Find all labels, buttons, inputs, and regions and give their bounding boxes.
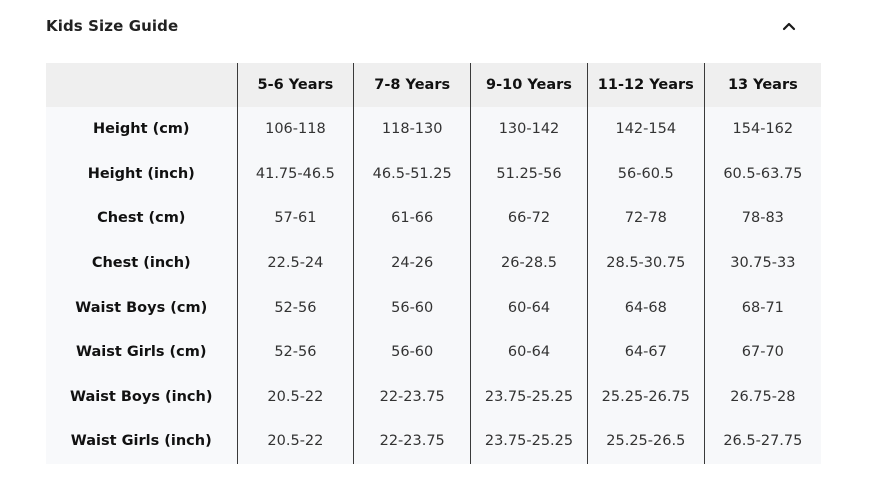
table-cell: 46.5-51.25 [353, 151, 471, 197]
table-corner-cell [46, 63, 237, 107]
table-cell: 20.5-22 [236, 374, 354, 420]
table-row: Waist Boys (inch) 20.5-22 22-23.75 23.75… [46, 374, 821, 420]
row-label: Waist Girls (cm) [46, 329, 237, 375]
row-label: Chest (cm) [46, 196, 237, 241]
row-label: Waist Boys (inch) [46, 374, 237, 420]
table-cell: 154-162 [703, 107, 821, 152]
table-cell: 30.75-33 [703, 240, 821, 286]
table-row: Waist Boys (cm) 52-56 56-60 60-64 64-68 … [46, 285, 821, 330]
table-cell: 22-23.75 [353, 419, 471, 464]
table-cell: 22-23.75 [353, 374, 471, 420]
table-cell: 66-72 [470, 196, 588, 241]
column-header: 11-12 Years [586, 63, 705, 107]
table-cell: 118-130 [353, 107, 471, 152]
table-cell: 52-56 [236, 329, 354, 375]
table-cell: 26-28.5 [470, 240, 588, 286]
table-cell: 56-60 [353, 285, 471, 330]
size-guide-header[interactable]: Kids Size Guide [46, 14, 806, 40]
table-cell: 26.5-27.75 [703, 419, 821, 464]
table-cell: 56-60 [353, 329, 471, 375]
table-cell: 28.5-30.75 [586, 240, 705, 286]
table-cell: 25.25-26.5 [586, 419, 705, 464]
table-cell: 72-78 [586, 196, 705, 241]
table-cell: 60.5-63.75 [703, 151, 821, 197]
table-cell: 57-61 [236, 196, 354, 241]
table-cell: 60-64 [470, 285, 588, 330]
row-label: Height (cm) [46, 107, 237, 152]
row-label: Waist Boys (cm) [46, 285, 237, 330]
table-cell: 51.25-56 [470, 151, 588, 197]
table-cell: 23.75-25.25 [470, 374, 588, 420]
row-label: Chest (inch) [46, 240, 237, 286]
column-header: 7-8 Years [353, 63, 471, 107]
table-cell: 56-60.5 [586, 151, 705, 197]
table-cell: 67-70 [703, 329, 821, 375]
table-cell: 142-154 [586, 107, 705, 152]
table-cell: 61-66 [353, 196, 471, 241]
column-header: 13 Years [703, 63, 821, 107]
table-cell: 22.5-24 [236, 240, 354, 286]
row-label: Height (inch) [46, 151, 237, 197]
column-header: 5-6 Years [236, 63, 354, 107]
table-row: Chest (cm) 57-61 61-66 66-72 72-78 78-83 [46, 196, 821, 241]
table-cell: 68-71 [703, 285, 821, 330]
size-guide-title: Kids Size Guide [46, 17, 179, 35]
table-row: Waist Girls (inch) 20.5-22 22-23.75 23.7… [46, 419, 821, 464]
size-table: 5-6 Years 7-8 Years 9-10 Years 11-12 Yea… [46, 63, 821, 464]
table-cell: 64-68 [586, 285, 705, 330]
table-cell: 106-118 [236, 107, 354, 152]
table-cell: 20.5-22 [236, 419, 354, 464]
table-cell: 26.75-28 [703, 374, 821, 420]
table-cell: 52-56 [236, 285, 354, 330]
table-cell: 24-26 [353, 240, 471, 286]
table-row: Chest (inch) 22.5-24 24-26 26-28.5 28.5-… [46, 240, 821, 286]
table-row: Height (cm) 106-118 118-130 130-142 142-… [46, 107, 821, 152]
table-cell: 25.25-26.75 [586, 374, 705, 420]
chevron-up-icon[interactable] [780, 17, 798, 37]
row-label: Waist Girls (inch) [46, 419, 237, 464]
table-header-row: 5-6 Years 7-8 Years 9-10 Years 11-12 Yea… [46, 63, 821, 107]
table-cell: 60-64 [470, 329, 588, 375]
table-cell: 64-67 [586, 329, 705, 375]
table-cell: 78-83 [703, 196, 821, 241]
table-row: Waist Girls (cm) 52-56 56-60 60-64 64-67… [46, 329, 821, 375]
table-cell: 41.75-46.5 [236, 151, 354, 197]
column-header: 9-10 Years [470, 63, 588, 107]
table-cell: 130-142 [470, 107, 588, 152]
table-row: Height (inch) 41.75-46.5 46.5-51.25 51.2… [46, 151, 821, 197]
table-cell: 23.75-25.25 [470, 419, 588, 464]
